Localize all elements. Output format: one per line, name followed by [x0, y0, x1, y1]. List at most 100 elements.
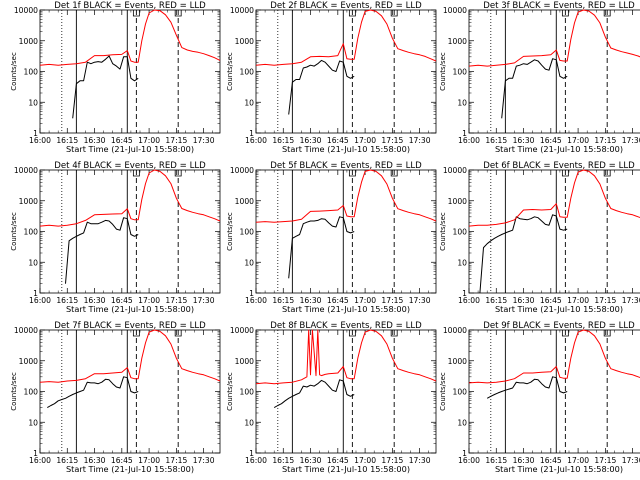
- x-tick-label: 17:00: [567, 296, 589, 305]
- panel-title: Det 3f BLACK = Events, RED = LLD: [483, 1, 635, 11]
- x-axis-label: Start Time (21-Jul-10 15:58:00): [495, 144, 623, 154]
- x-axis-label: Start Time (21-Jul-10 15:58:00): [66, 304, 194, 314]
- y-tick-label: 1000: [235, 37, 254, 46]
- y-tick-label: 10: [457, 98, 467, 107]
- x-tick-label: 17:15: [165, 296, 187, 305]
- x-tick-label: 17:30: [409, 136, 431, 145]
- interval-bracket: [390, 10, 398, 17]
- lld-series-line: [39, 169, 221, 227]
- x-tick-label: 16:45: [540, 136, 562, 145]
- panel-title: Det 4f BLACK = Events, RED = LLD: [54, 161, 206, 171]
- panel-7: Det 7f BLACK = Events, RED = LLD 1 10 100 10…: [10, 321, 221, 474]
- events-series-line: [72, 55, 139, 119]
- events-series-line: [47, 376, 139, 409]
- y-tick-label: 1000: [19, 357, 38, 366]
- x-tick-label: 16:00: [29, 296, 51, 305]
- y-tick-label: 1: [462, 289, 467, 298]
- y-tick-label: 1000: [19, 197, 38, 206]
- interval-bracket: [390, 170, 398, 177]
- x-tick-label: 16:00: [245, 296, 267, 305]
- y-tick-label: 10: [244, 258, 254, 267]
- x-tick-label: 16:15: [485, 296, 507, 305]
- x-tick-label: 16:30: [84, 136, 106, 145]
- interval-bracket: [348, 330, 356, 337]
- y-axis-label: Counts/sec: [10, 372, 18, 411]
- y-axis-label: Counts/sec: [226, 52, 234, 91]
- y-tick-label: 10: [457, 258, 467, 267]
- plot-frame: [468, 9, 640, 134]
- x-tick-label: 17:00: [138, 456, 160, 465]
- x-tick-label: 16:30: [300, 136, 322, 145]
- x-tick-label: 16:15: [272, 296, 294, 305]
- events-series-line: [65, 217, 139, 284]
- x-tick-label: 17:00: [567, 136, 589, 145]
- x-tick-label: 16:00: [245, 136, 267, 145]
- y-tick-label: 10000: [14, 6, 38, 15]
- y-tick-label: 100: [453, 68, 468, 77]
- x-tick-label: 16:30: [513, 296, 535, 305]
- x-axis-label: Start Time (21-Jul-10 15:58:00): [495, 304, 623, 314]
- x-tick-label: 16:45: [327, 136, 349, 145]
- panel-4: Det 4f BLACK = Events, RED = LLD 1 10 100 10…: [10, 161, 221, 314]
- y-tick-label: 10: [28, 258, 38, 267]
- x-axis-label: Start Time (21-Jul-10 15:58:00): [282, 464, 410, 474]
- y-tick-label: 1000: [448, 357, 467, 366]
- x-tick-label: 16:00: [245, 456, 267, 465]
- x-tick-label: 16:15: [272, 136, 294, 145]
- y-tick-label: 1: [462, 449, 467, 458]
- y-tick-label: 1000: [235, 357, 254, 366]
- x-tick-label: 16:15: [56, 296, 78, 305]
- interval-bracket: [603, 330, 611, 337]
- y-axis-label: Counts/sec: [439, 212, 447, 251]
- y-tick-label: 1000: [19, 37, 38, 46]
- y-tick-label: 10: [28, 418, 38, 427]
- y-axis-label: Counts/sec: [226, 212, 234, 251]
- x-tick-label: 16:45: [540, 456, 562, 465]
- x-tick-label: 16:15: [485, 456, 507, 465]
- x-tick-label: 17:15: [594, 136, 616, 145]
- y-tick-label: 1: [249, 449, 254, 458]
- interval-bracket: [603, 170, 611, 177]
- x-tick-label: 16:45: [111, 456, 133, 465]
- panel-title: Det 6f BLACK = Events, RED = LLD: [483, 161, 635, 171]
- events-series-line: [273, 379, 355, 409]
- x-tick-label: 16:30: [300, 456, 322, 465]
- panel-title: Det 5f BLACK = Events, RED = LLD: [270, 161, 422, 171]
- x-tick-label: 17:30: [409, 456, 431, 465]
- panel-5: Det 5f BLACK = Events, RED = LLD 1 10 100 10…: [226, 161, 437, 314]
- y-tick-label: 100: [240, 68, 255, 77]
- x-tick-label: 17:30: [193, 456, 215, 465]
- interval-bracket: [174, 330, 182, 337]
- interval-bracket: [348, 170, 356, 177]
- y-tick-label: 1000: [448, 37, 467, 46]
- x-tick-label: 16:30: [513, 136, 535, 145]
- panel-8: Det 8f BLACK = Events, RED = LLD 1 10 100 10…: [226, 321, 437, 474]
- events-series-line: [288, 216, 355, 279]
- x-tick-label: 17:30: [193, 136, 215, 145]
- interval-bracket: [561, 170, 569, 177]
- x-tick-label: 17:15: [594, 296, 616, 305]
- y-tick-label: 10000: [443, 166, 467, 175]
- lld-series-line: [468, 9, 640, 67]
- y-tick-label: 1: [249, 289, 254, 298]
- y-tick-label: 10000: [443, 6, 467, 15]
- plot-frame: [39, 329, 221, 454]
- x-tick-label: 17:30: [622, 136, 640, 145]
- interval-bracket: [132, 170, 140, 177]
- plot-frame: [468, 329, 640, 454]
- y-tick-label: 1: [33, 129, 38, 138]
- x-tick-label: 16:45: [111, 296, 133, 305]
- lld-series-line: [39, 329, 221, 383]
- x-tick-label: 16:00: [458, 136, 480, 145]
- y-tick-label: 10: [28, 98, 38, 107]
- y-axis-label: Counts/sec: [439, 372, 447, 411]
- events-series-line: [486, 376, 568, 399]
- y-axis-label: Counts/sec: [226, 372, 234, 411]
- lld-series-line: [468, 169, 640, 227]
- panel-1: Det 1f BLACK = Events, RED = LLD 1 10 100 10…: [10, 1, 221, 154]
- x-tick-label: 17:00: [354, 136, 376, 145]
- x-tick-label: 17:15: [381, 296, 403, 305]
- x-tick-label: 16:00: [458, 456, 480, 465]
- x-axis-label: Start Time (21-Jul-10 15:58:00): [495, 464, 623, 474]
- y-tick-label: 10000: [230, 166, 254, 175]
